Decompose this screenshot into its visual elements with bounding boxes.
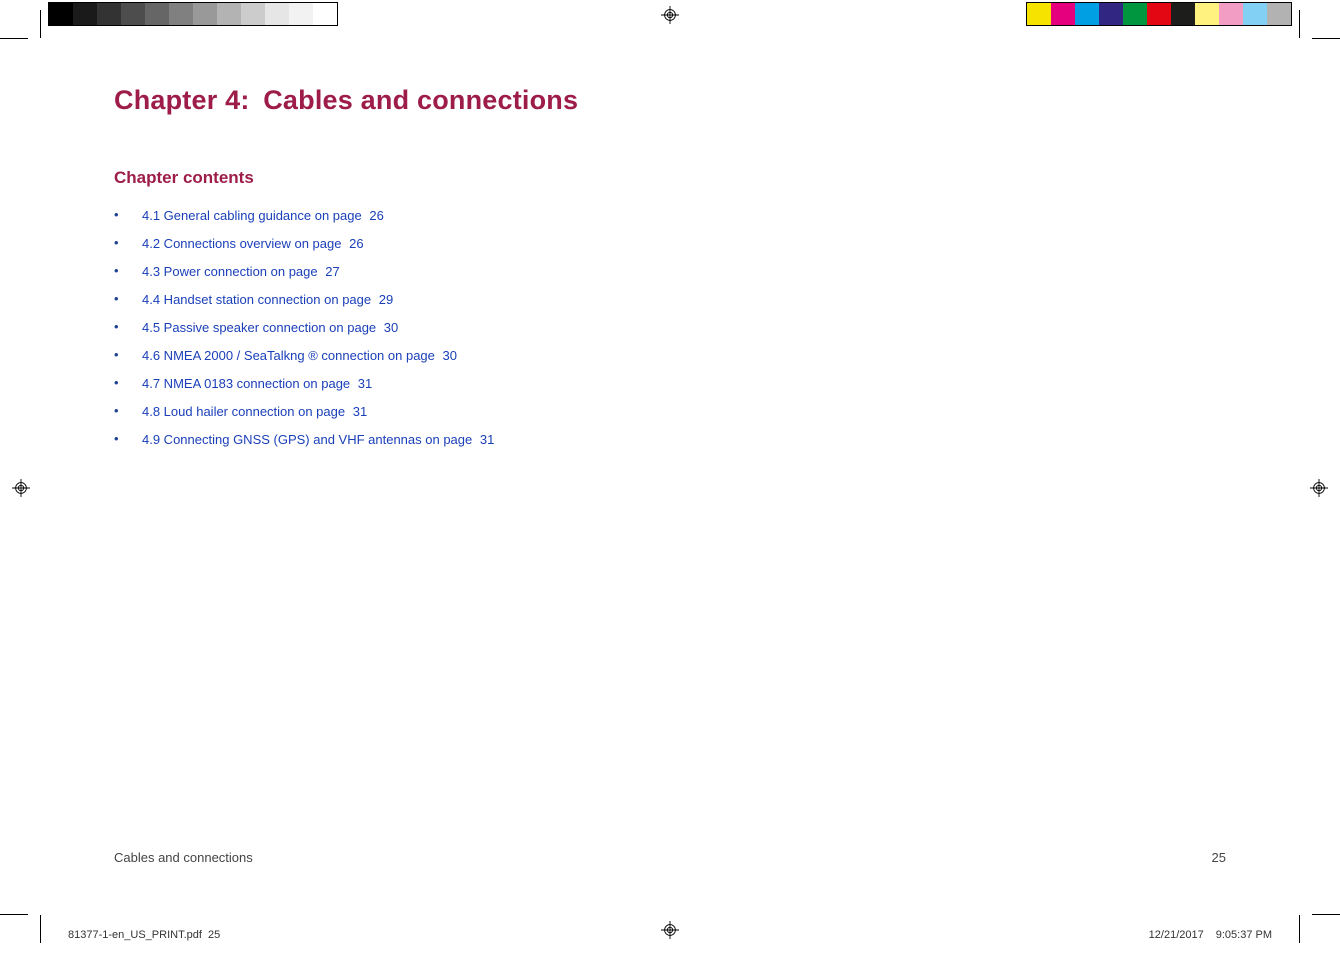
swatch [1147, 3, 1171, 25]
swatch [265, 3, 289, 25]
swatch [241, 3, 265, 25]
print-slug-line: 81377-1-en_US_PRINT.pdf 25 12/21/20179:0… [68, 929, 1272, 941]
chapter-label: Chapter 4: [114, 85, 250, 115]
footer-section-name: Cables and connections [114, 850, 253, 865]
toc-item[interactable]: • 4.5 Passive speaker connection on page … [114, 314, 1292, 342]
swatch [1219, 3, 1243, 25]
toc-link[interactable]: 4.6 NMEA 2000 / SeaTalkng ® connection o… [142, 348, 457, 363]
table-of-contents: • 4.1 General cabling guidance on page 26… [114, 202, 1292, 454]
toc-item[interactable]: • 4.8 Loud hailer connection on page 31 [114, 398, 1292, 426]
swatch [73, 3, 97, 25]
registration-mark-icon [1310, 479, 1328, 497]
slug-timestamp: 12/21/20179:05:37 PM [1149, 929, 1272, 941]
swatch [1123, 3, 1147, 25]
toc-item[interactable]: • 4.4 Handset station connection on page … [114, 286, 1292, 314]
bullet-icon: • [114, 376, 119, 389]
swatch [169, 3, 193, 25]
swatch [121, 3, 145, 25]
contents-heading: Chapter contents [114, 168, 1292, 188]
swatch [289, 3, 313, 25]
toc-link[interactable]: 4.1 General cabling guidance on page 26 [142, 208, 384, 223]
bullet-icon: • [114, 236, 119, 249]
toc-link[interactable]: 4.8 Loud hailer connection on page 31 [142, 404, 367, 419]
swatch [1051, 3, 1075, 25]
swatch [193, 3, 217, 25]
toc-link[interactable]: 4.4 Handset station connection on page 2… [142, 292, 393, 307]
footer-page-number: 25 [1212, 850, 1226, 865]
toc-item[interactable]: • 4.7 NMEA 0183 connection on page 31 [114, 370, 1292, 398]
toc-link[interactable]: 4.2 Connections overview on page 26 [142, 236, 364, 251]
swatch [1075, 3, 1099, 25]
page-footer: Cables and connections 25 [114, 850, 1226, 865]
crop-mark [0, 887, 28, 915]
swatch [1267, 3, 1291, 25]
swatch [49, 3, 73, 25]
bullet-icon: • [114, 348, 119, 361]
bullet-icon: • [114, 208, 119, 221]
bullet-icon: • [114, 404, 119, 417]
swatch [1243, 3, 1267, 25]
toc-link[interactable]: 4.3 Power connection on page 27 [142, 264, 340, 279]
registration-mark-icon [12, 479, 30, 497]
swatch [97, 3, 121, 25]
crop-mark [1312, 38, 1340, 66]
toc-item[interactable]: • 4.9 Connecting GNSS (GPS) and VHF anten… [114, 426, 1292, 454]
swatch [145, 3, 169, 25]
registration-mark-icon [661, 6, 679, 24]
swatch [1027, 3, 1051, 25]
chapter-title: Chapter 4: Cables and connections [114, 85, 1292, 116]
toc-item[interactable]: • 4.2 Connections overview on page 26 [114, 230, 1292, 258]
toc-item[interactable]: • 4.6 NMEA 2000 / SeaTalkng ® connection … [114, 342, 1292, 370]
swatch [1099, 3, 1123, 25]
slug-filename: 81377-1-en_US_PRINT.pdf 25 [68, 929, 220, 941]
crop-mark [0, 38, 28, 66]
bullet-icon: • [114, 320, 119, 333]
crop-mark [1312, 887, 1340, 915]
toc-item[interactable]: • 4.3 Power connection on page 27 [114, 258, 1292, 286]
bullet-icon: • [114, 432, 119, 445]
swatch [313, 3, 337, 25]
swatch [1171, 3, 1195, 25]
bullet-icon: • [114, 264, 119, 277]
toc-link[interactable]: 4.5 Passive speaker connection on page 3… [142, 320, 398, 335]
toc-link[interactable]: 4.7 NMEA 0183 connection on page 31 [142, 376, 372, 391]
grayscale-calibration-bar [48, 2, 338, 26]
swatch [1195, 3, 1219, 25]
chapter-name: Cables and connections [263, 85, 578, 115]
toc-item[interactable]: • 4.1 General cabling guidance on page 26 [114, 202, 1292, 230]
swatch [217, 3, 241, 25]
bullet-icon: • [114, 292, 119, 305]
toc-link[interactable]: 4.9 Connecting GNSS (GPS) and VHF antenn… [142, 432, 494, 447]
page-content: Chapter 4: Cables and connections Chapte… [48, 40, 1292, 913]
color-calibration-bar [1026, 2, 1292, 26]
